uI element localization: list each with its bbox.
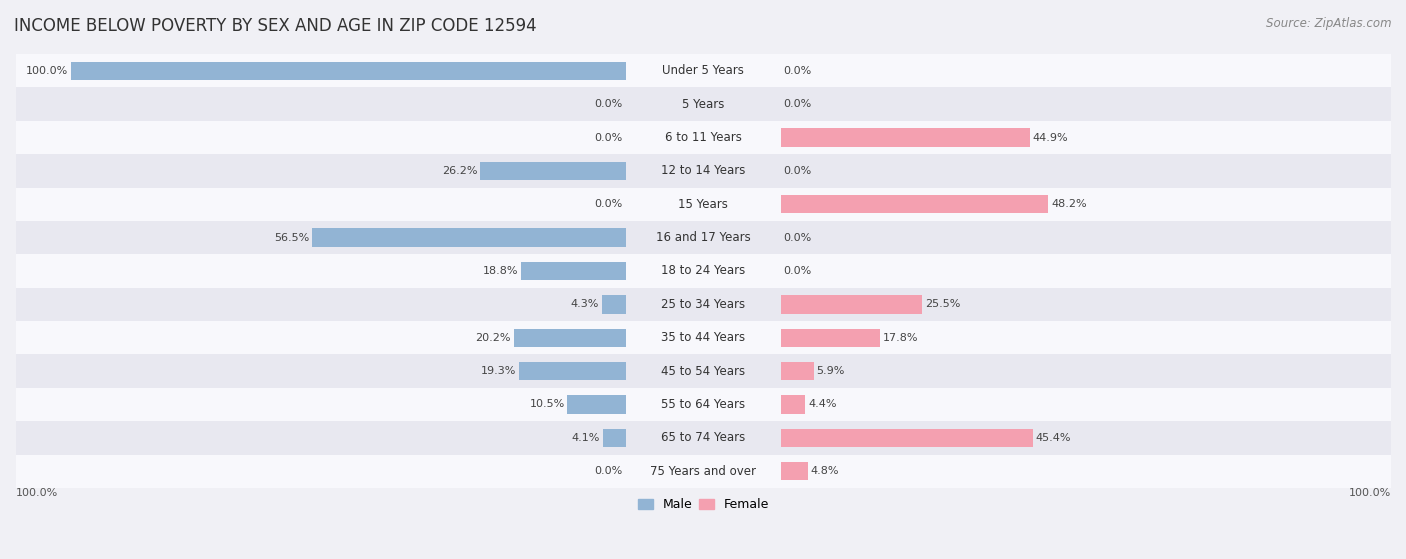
Text: 25.5%: 25.5% [925, 300, 960, 309]
Bar [15, 54, 1391, 88]
Text: 6 to 11 Years: 6 to 11 Years [665, 131, 742, 144]
Bar [15, 88, 1391, 121]
Bar [15, 421, 1391, 454]
Bar [15, 188, 1391, 221]
Bar [70, 61, 626, 80]
Text: 100.0%: 100.0% [1348, 488, 1391, 498]
Bar [780, 395, 806, 414]
Text: 26.2%: 26.2% [441, 166, 478, 176]
Bar [780, 362, 814, 380]
Text: 45 to 54 Years: 45 to 54 Years [661, 364, 745, 377]
Bar [15, 221, 1391, 254]
Bar [780, 295, 922, 314]
Text: 4.8%: 4.8% [810, 466, 839, 476]
Bar [15, 288, 1391, 321]
Bar [15, 154, 1391, 188]
Bar [15, 121, 1391, 154]
Text: 25 to 34 Years: 25 to 34 Years [661, 298, 745, 311]
Text: 5.9%: 5.9% [817, 366, 845, 376]
Bar [780, 329, 880, 347]
Bar [603, 429, 626, 447]
Text: 0.0%: 0.0% [783, 166, 811, 176]
Text: 0.0%: 0.0% [783, 266, 811, 276]
Bar [602, 295, 626, 314]
Text: 4.3%: 4.3% [571, 300, 599, 309]
Text: 65 to 74 Years: 65 to 74 Years [661, 432, 745, 444]
Text: 0.0%: 0.0% [783, 66, 811, 76]
Text: 18.8%: 18.8% [484, 266, 519, 276]
Text: Under 5 Years: Under 5 Years [662, 64, 744, 77]
Text: 16 and 17 Years: 16 and 17 Years [655, 231, 751, 244]
Text: 100.0%: 100.0% [25, 66, 69, 76]
Bar [780, 462, 807, 480]
Text: 4.4%: 4.4% [808, 400, 837, 409]
Text: Source: ZipAtlas.com: Source: ZipAtlas.com [1267, 17, 1392, 30]
Text: 4.1%: 4.1% [572, 433, 600, 443]
Bar [15, 254, 1391, 288]
Bar [15, 388, 1391, 421]
Bar [15, 354, 1391, 388]
Text: 48.2%: 48.2% [1052, 199, 1087, 209]
Bar [780, 195, 1049, 214]
Text: 0.0%: 0.0% [595, 99, 623, 109]
Bar [522, 262, 626, 280]
Text: INCOME BELOW POVERTY BY SEX AND AGE IN ZIP CODE 12594: INCOME BELOW POVERTY BY SEX AND AGE IN Z… [14, 17, 537, 35]
Bar [312, 229, 626, 247]
Text: 75 Years and over: 75 Years and over [650, 465, 756, 478]
Bar [780, 129, 1031, 146]
Bar [15, 454, 1391, 488]
Text: 5 Years: 5 Years [682, 98, 724, 111]
Text: 45.4%: 45.4% [1035, 433, 1071, 443]
Bar [15, 321, 1391, 354]
Bar [519, 362, 626, 380]
Text: 55 to 64 Years: 55 to 64 Years [661, 398, 745, 411]
Bar [513, 329, 626, 347]
Text: 17.8%: 17.8% [883, 333, 918, 343]
Legend: Male, Female: Male, Female [633, 493, 773, 517]
Text: 0.0%: 0.0% [783, 233, 811, 243]
Text: 44.9%: 44.9% [1032, 132, 1069, 143]
Text: 0.0%: 0.0% [595, 132, 623, 143]
Text: 18 to 24 Years: 18 to 24 Years [661, 264, 745, 277]
Text: 20.2%: 20.2% [475, 333, 510, 343]
Text: 0.0%: 0.0% [595, 466, 623, 476]
Text: 12 to 14 Years: 12 to 14 Years [661, 164, 745, 177]
Text: 10.5%: 10.5% [529, 400, 565, 409]
Text: 15 Years: 15 Years [678, 198, 728, 211]
Text: 0.0%: 0.0% [783, 99, 811, 109]
Bar [568, 395, 626, 414]
Text: 35 to 44 Years: 35 to 44 Years [661, 331, 745, 344]
Text: 56.5%: 56.5% [274, 233, 309, 243]
Bar [780, 429, 1032, 447]
Text: 19.3%: 19.3% [481, 366, 516, 376]
Bar [481, 162, 626, 180]
Text: 100.0%: 100.0% [15, 488, 58, 498]
Text: 0.0%: 0.0% [595, 199, 623, 209]
